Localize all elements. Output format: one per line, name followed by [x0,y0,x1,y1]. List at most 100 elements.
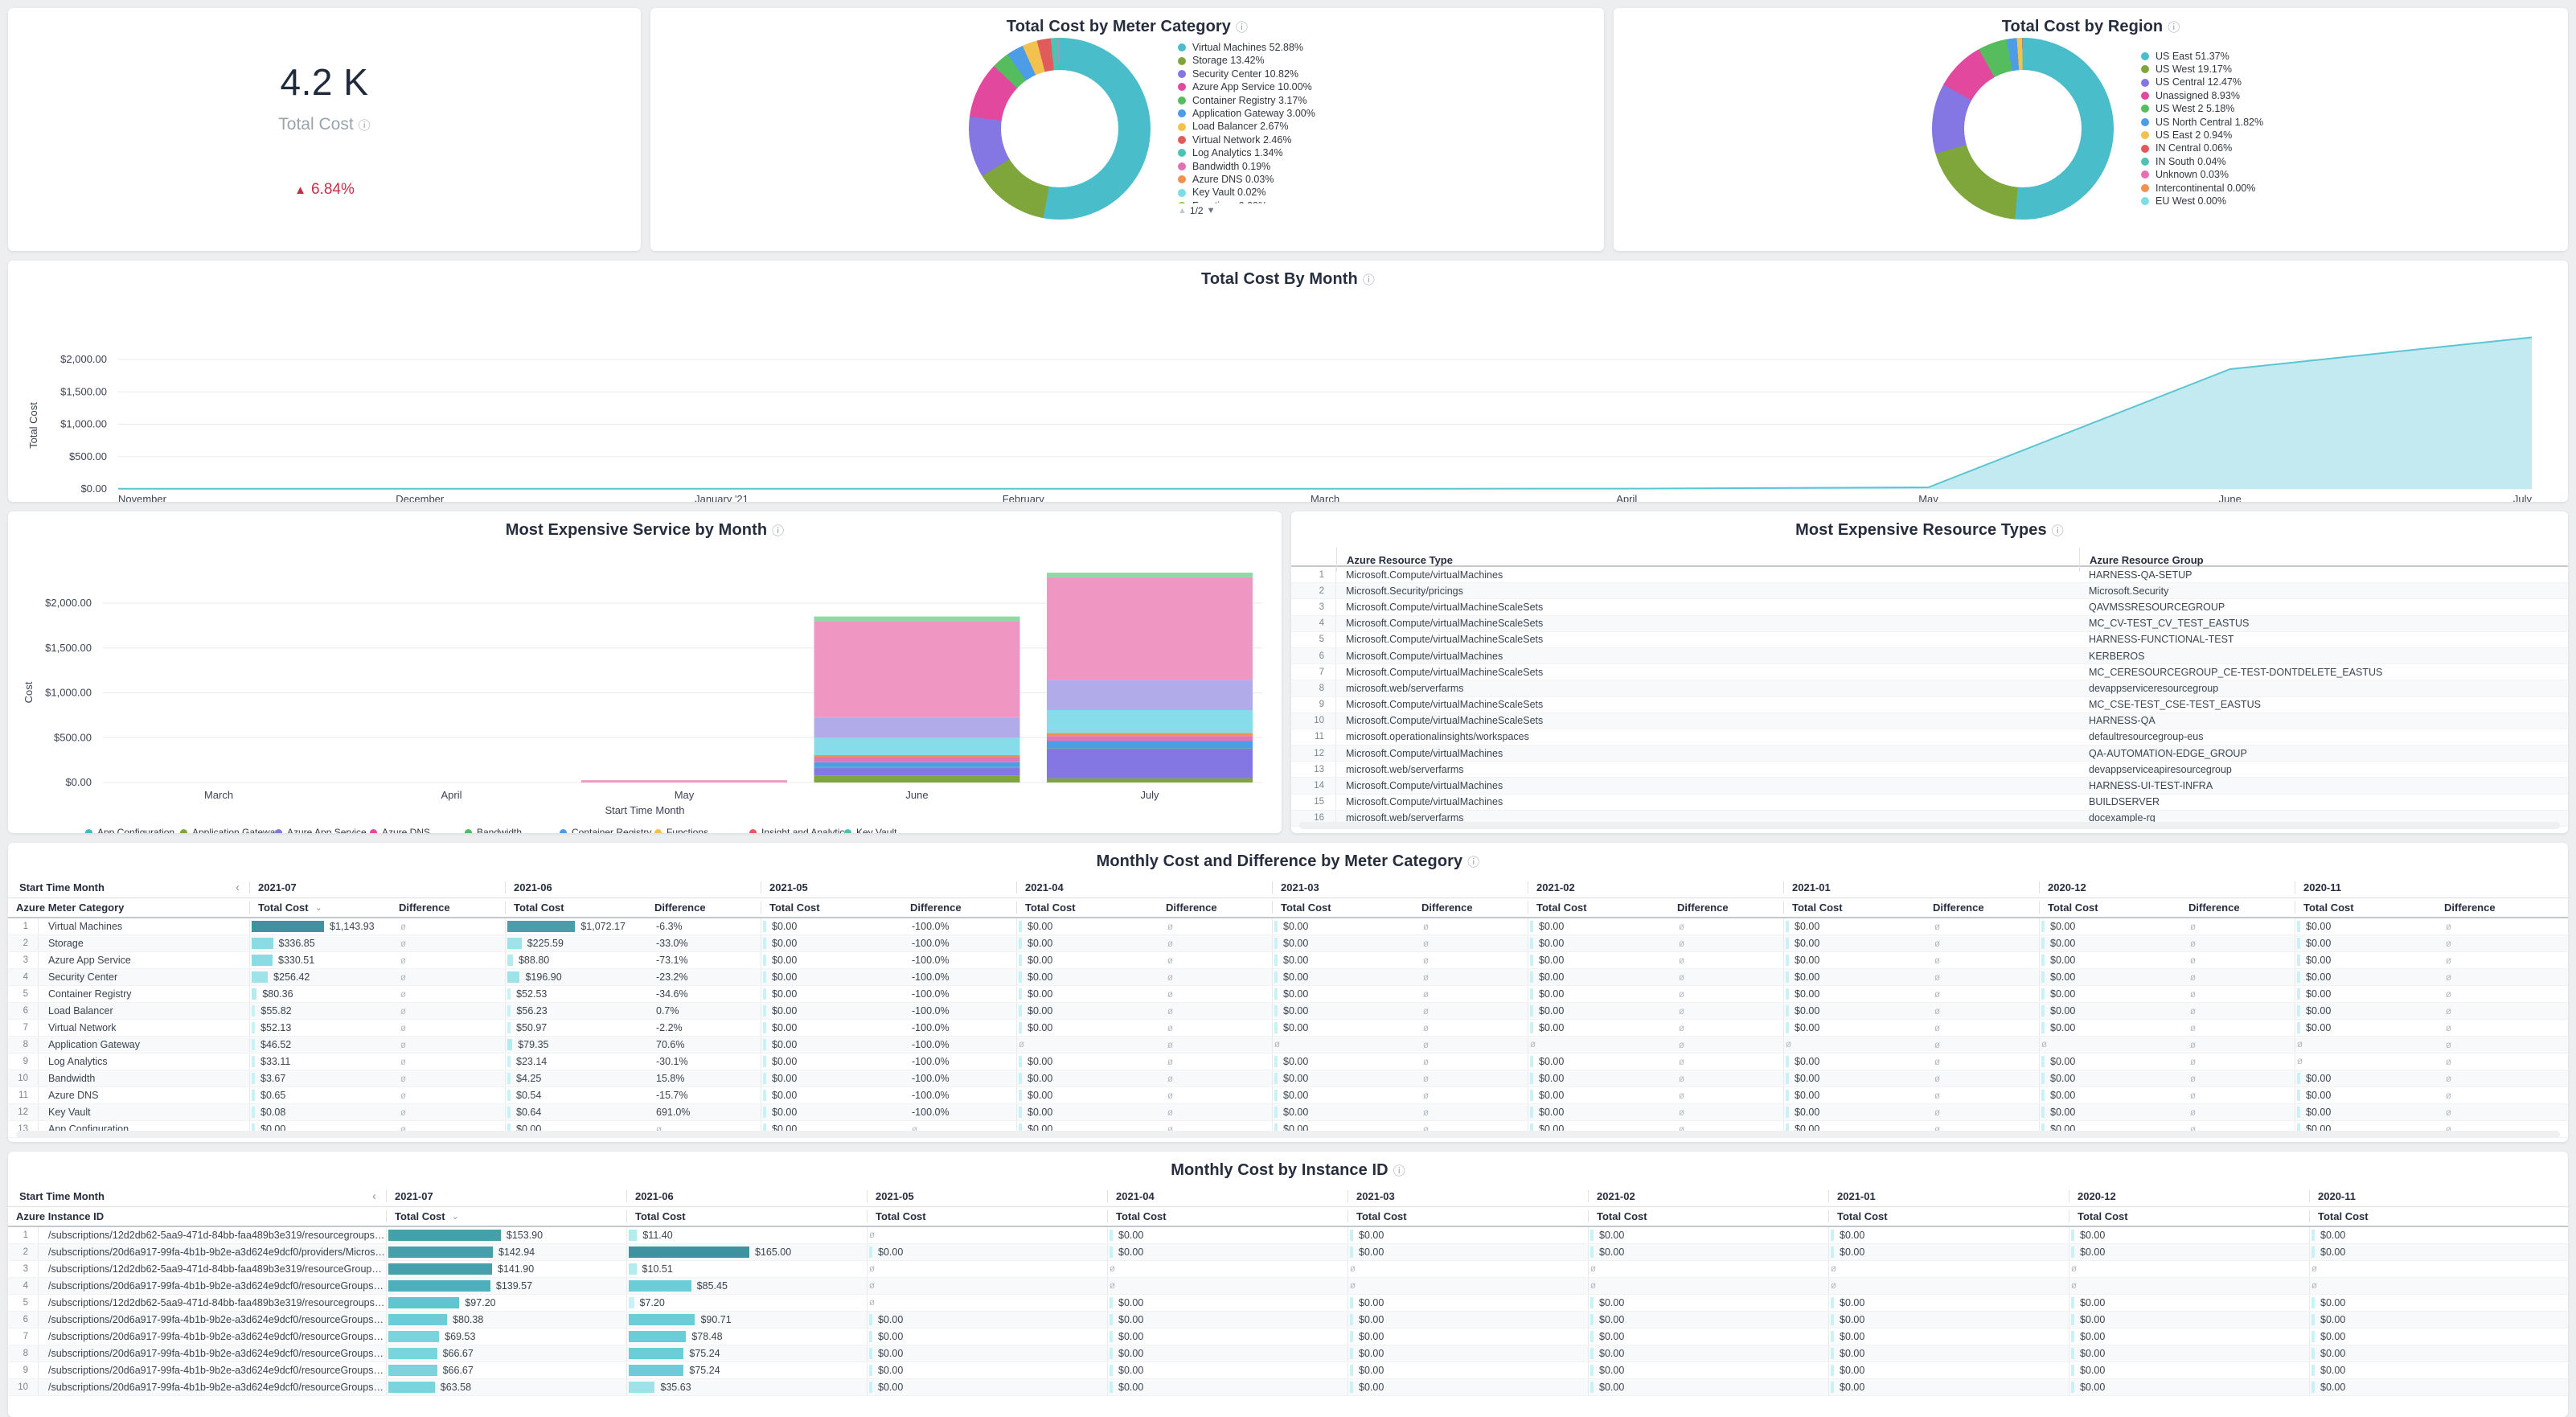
legend-item[interactable]: Insight and Analytics [749,825,844,833]
table-row[interactable]: 5/subscriptions/12d2db62-5aa9-471d-84bb-… [8,1295,2568,1312]
meter-category-donut-chart[interactable] [969,38,1151,220]
legend-item[interactable]: US Central 12.47% [2141,76,2263,88]
total-cost-header[interactable]: Total Cost [1107,1210,1347,1222]
month-header[interactable]: 2021-04 [1107,1190,1347,1202]
legend-item[interactable]: Azure App Service 10.00% [1178,80,1315,93]
legend-item[interactable]: Virtual Network 2.46% [1178,133,1315,146]
legend-item[interactable]: Application Gateway 3.00% [1178,107,1315,120]
month-header[interactable]: 2021-07 [386,1190,626,1202]
month-header[interactable]: 2021-02 [1528,881,1783,893]
month-header[interactable]: 2021-03 [1347,1190,1588,1202]
total-cost-header[interactable]: Total Cost [1528,902,1669,914]
legend-item[interactable]: US East 2 0.94% [2141,129,2263,142]
legend-item[interactable]: Azure App Service [275,825,370,833]
total-cost-header[interactable]: Total Cost [1783,902,1925,914]
month-header[interactable]: 2021-01 [1828,1190,2069,1202]
month-header[interactable]: 2021-06 [626,1190,867,1202]
legend-item[interactable]: Azure DNS [370,825,465,833]
total-cost-header[interactable]: Total Cost [1016,902,1158,914]
month-header[interactable]: 2021-06 [505,881,761,893]
month-header[interactable]: 2020-12 [2039,881,2295,893]
difference-header[interactable]: Difference [2180,902,2295,914]
legend-item[interactable]: Bandwidth 0.19% [1178,160,1315,173]
table-row[interactable]: 10/subscriptions/20d6a917-99fa-4b1b-9b2e… [8,1379,2568,1396]
horizontal-scrollbar[interactable] [1299,822,2560,829]
total-cost-header[interactable]: Total Cost [1828,1210,2069,1222]
legend-item[interactable]: Application Gateway [180,825,275,833]
info-icon[interactable]: ⓘ [1393,1164,1405,1178]
sort-chevron-icon[interactable]: ⌄ [452,1211,459,1222]
table-row[interactable]: 2/subscriptions/20d6a917-99fa-4b1b-9b2e-… [8,1244,2568,1261]
difference-header[interactable]: Difference [2436,902,2550,914]
legend-item[interactable]: IN South 0.04% [2141,155,2263,168]
total-cost-header[interactable]: Total Cost [2069,1210,2309,1222]
table-row[interactable]: 3/subscriptions/12d2db62-5aa9-471d-84bb-… [8,1261,2568,1278]
month-header[interactable]: 2021-05 [867,1190,1107,1202]
legend-item[interactable]: Key Vault 0.02% [1178,186,1315,199]
area-chart-svg[interactable]: $0.00$500.00$1,000.00$1,500.00$2,000.00N… [8,289,2568,502]
legend-item[interactable]: App Configuration [85,825,180,833]
column-header[interactable]: Azure Resource Group [2079,548,2568,572]
difference-header[interactable]: Difference [391,902,505,914]
difference-header[interactable]: Difference [1413,902,1528,914]
difference-header[interactable]: Difference [1925,902,2039,914]
legend-item[interactable]: Unassigned 8.93% [2141,89,2263,102]
legend-item[interactable]: Security Center 10.82% [1178,68,1315,80]
collapse-chevron-icon[interactable]: ‹ [236,881,240,894]
month-header[interactable]: 2020-12 [2069,1190,2309,1202]
month-header[interactable]: 2021-01 [1783,881,2039,893]
month-header[interactable]: 2020-11 [2309,1190,2549,1202]
table-row[interactable]: 7/subscriptions/20d6a917-99fa-4b1b-9b2e-… [8,1329,2568,1345]
collapse-chevron-icon[interactable]: ‹ [372,1189,376,1203]
table-row[interactable]: 8/subscriptions/20d6a917-99fa-4b1b-9b2e-… [8,1345,2568,1362]
legend-item[interactable]: Key Vault [844,825,939,833]
month-header[interactable]: 2021-05 [761,881,1016,893]
info-icon[interactable]: ⓘ [2052,524,2064,538]
total-cost-header[interactable]: Total Cost⌄ [386,1210,626,1222]
table-row[interactable]: 6/subscriptions/20d6a917-99fa-4b1b-9b2e-… [8,1312,2568,1329]
legend-item[interactable]: Virtual Machines 52.88% [1178,41,1315,54]
horizontal-scrollbar[interactable] [16,1131,2560,1138]
stacked-bar-svg[interactable]: $0.00$500.00$1,000.00$1,500.00$2,000.00M… [8,540,1282,818]
difference-header[interactable]: Difference [902,902,1016,914]
legend-item[interactable]: Storage 13.42% [1178,54,1315,67]
total-cost-header[interactable]: Total Cost [2309,1210,2549,1222]
legend-item[interactable]: Bandwidth [465,825,560,833]
month-header[interactable]: 2020-11 [2295,881,2550,893]
total-cost-header[interactable]: Total Cost [2295,902,2436,914]
difference-header[interactable]: Difference [646,902,761,914]
legend-item[interactable]: Azure DNS 0.03% [1178,173,1315,186]
total-cost-header[interactable]: Total Cost [1588,1210,1828,1222]
pager-up-icon[interactable]: ▲ [1178,206,1187,216]
legend-item[interactable]: US North Central 1.82% [2141,116,2263,129]
difference-header[interactable]: Difference [1669,902,1783,914]
table-row[interactable]: 4/subscriptions/20d6a917-99fa-4b1b-9b2e-… [8,1278,2568,1295]
legend-item[interactable]: US West 19.17% [2141,63,2263,76]
month-header[interactable]: 2021-03 [1272,881,1528,893]
total-cost-header[interactable]: Total Cost [626,1210,867,1222]
info-icon[interactable]: ⓘ [772,524,784,538]
info-icon[interactable]: ⓘ [2168,21,2180,35]
legend-item[interactable]: US East 51.37% [2141,50,2263,63]
legend-item[interactable]: Unknown 0.03% [2141,168,2263,181]
legend-item[interactable]: Container Registry 3.17% [1178,94,1315,107]
